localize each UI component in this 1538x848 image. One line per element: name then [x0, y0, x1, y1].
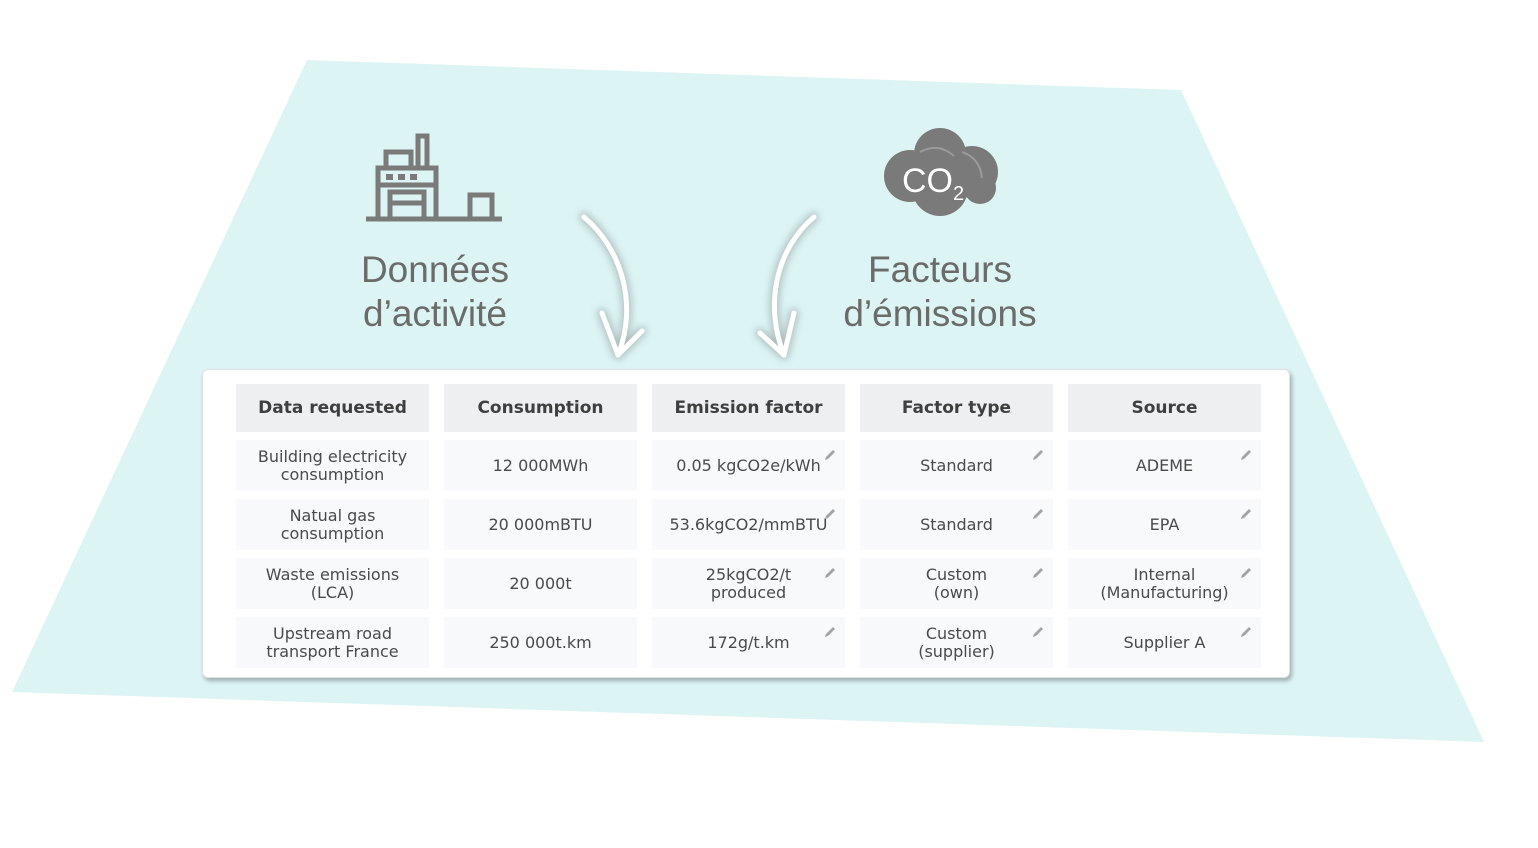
table-cell-consumption: 12 000MWh — [444, 440, 637, 491]
table-cell-data-requested: Building electricity consumption — [236, 440, 429, 491]
activity-heading-line-1: Données — [360, 249, 510, 290]
pencil-icon[interactable] — [1031, 448, 1045, 462]
cell-text: 25kgCO2/t produced — [705, 564, 792, 602]
curved-arrow-down-icon — [579, 212, 647, 360]
table-cell-emission-factor[interactable]: 53.6kgCO2/mmBTU — [652, 499, 845, 550]
pencil-icon[interactable] — [1031, 566, 1045, 580]
co2-cloud-icon: CO2 — [880, 122, 1004, 222]
curved-arrow-down-icon — [755, 212, 819, 360]
cell-text: 53.6kgCO2/mmBTU — [669, 514, 828, 534]
cell-text: Custom (own) — [925, 564, 988, 602]
pencil-icon[interactable] — [1031, 625, 1045, 639]
factory-icon — [364, 130, 506, 226]
cell-text: Natual gas consumption — [280, 505, 385, 543]
cell-text: Custom (supplier) — [918, 623, 995, 661]
cell-text: Building electricity consumption — [257, 446, 408, 484]
table-cell-consumption: 250 000t.km — [444, 617, 637, 668]
emissions-table: Data requested Consumption Emission factor… — [236, 384, 1261, 668]
pencil-icon[interactable] — [1239, 566, 1253, 580]
table-cell-factor-type[interactable]: Custom (own) — [860, 558, 1053, 609]
column-header-emission-factor: Emission factor — [652, 384, 845, 432]
emissions-table-card: Data requested Consumption Emission factor… — [202, 369, 1290, 678]
column-header-factor-type: Factor type — [860, 384, 1053, 432]
table-cell-data-requested: Upstream road transport France — [236, 617, 429, 668]
cell-text: 12 000MWh — [492, 455, 589, 475]
column-header-consumption: Consumption — [444, 384, 637, 432]
cell-text: Standard — [920, 514, 993, 534]
table-cell-source[interactable]: Internal (Manufacturing) — [1068, 558, 1261, 609]
cell-text: ADEME — [1135, 455, 1194, 475]
cell-text: EPA — [1149, 514, 1180, 534]
pencil-icon[interactable] — [1239, 448, 1253, 462]
factors-heading-line-1: Facteurs — [868, 249, 1012, 290]
pencil-icon[interactable] — [823, 448, 837, 462]
cell-text: Standard — [920, 455, 993, 475]
pencil-icon[interactable] — [823, 507, 837, 521]
column-header-source: Source — [1068, 384, 1261, 432]
cell-text: Upstream road transport France — [266, 623, 399, 661]
cell-text: Waste emissions (LCA) — [265, 564, 400, 602]
table-cell-source[interactable]: Supplier A — [1068, 617, 1261, 668]
activity-heading-line-2: d’activité — [363, 293, 507, 334]
cell-text: 172g/t.km — [707, 632, 790, 652]
pencil-icon[interactable] — [823, 566, 837, 580]
table-cell-data-requested: Natual gas consumption — [236, 499, 429, 550]
co2-label: CO2 — [902, 162, 964, 205]
table-cell-factor-type[interactable]: Standard — [860, 440, 1053, 491]
table-cell-data-requested: Waste emissions (LCA) — [236, 558, 429, 609]
table-cell-factor-type[interactable]: Standard — [860, 499, 1053, 550]
table-cell-factor-type[interactable]: Custom (supplier) — [860, 617, 1053, 668]
cell-text: Supplier A — [1123, 632, 1206, 652]
table-cell-consumption: 20 000mBTU — [444, 499, 637, 550]
factors-heading-line-2: d’émissions — [843, 293, 1037, 334]
table-cell-source[interactable]: ADEME — [1068, 440, 1261, 491]
cell-text: 0.05 kgCO2e/kWh — [676, 455, 821, 475]
table-cell-source[interactable]: EPA — [1068, 499, 1261, 550]
table-cell-emission-factor[interactable]: 0.05 kgCO2e/kWh — [652, 440, 845, 491]
pencil-icon[interactable] — [823, 625, 837, 639]
cell-text: 20 000t — [509, 573, 572, 593]
pencil-icon[interactable] — [1239, 507, 1253, 521]
table-cell-emission-factor[interactable]: 172g/t.km — [652, 617, 845, 668]
cell-text: 250 000t.km — [489, 632, 592, 652]
pencil-icon[interactable] — [1031, 507, 1045, 521]
table-cell-consumption: 20 000t — [444, 558, 637, 609]
cell-text: 20 000mBTU — [488, 514, 593, 534]
activity-data-heading: Données d’activité — [300, 248, 570, 336]
column-header-data-requested: Data requested — [236, 384, 429, 432]
table-cell-emission-factor[interactable]: 25kgCO2/t produced — [652, 558, 845, 609]
emission-factors-heading: Facteurs d’émissions — [800, 248, 1080, 336]
cell-text: Internal (Manufacturing) — [1100, 564, 1229, 602]
pencil-icon[interactable] — [1239, 625, 1253, 639]
